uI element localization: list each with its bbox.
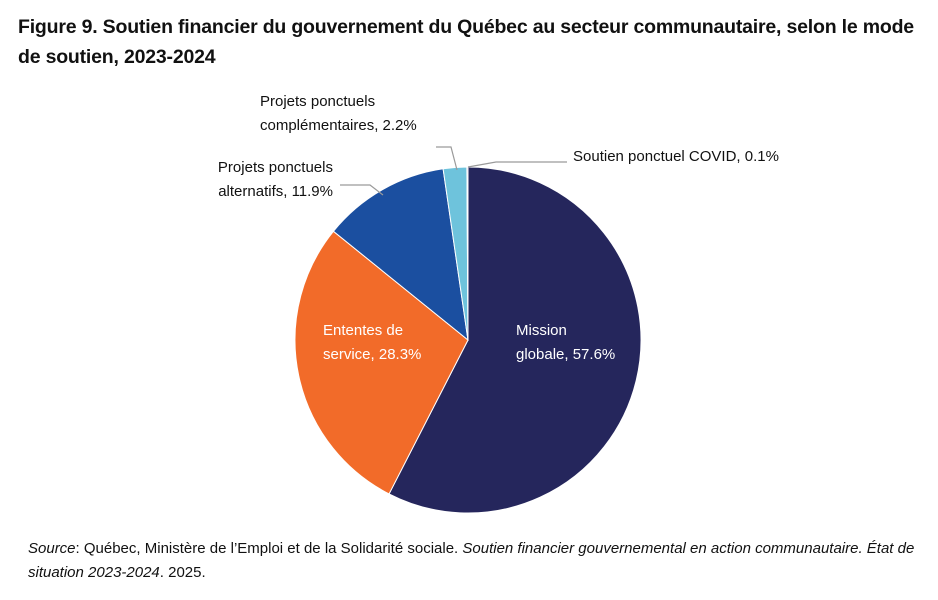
slice-label: Projets ponctuels alternatifs, 11.9%	[218, 159, 333, 200]
source-text: : Québec, Ministère de l’Emploi et de la…	[75, 540, 463, 557]
source-end: . 2025.	[159, 564, 206, 581]
slice-label: Soutien ponctuel COVID, 0.1%	[573, 148, 779, 165]
pie-slice-soutien-ponctuel-covid	[466, 166, 469, 341]
source-note: Source: Québec, Ministère de l’Emploi et…	[28, 537, 918, 585]
pie-slice-projets-ponctuels-alternatifs	[332, 168, 469, 342]
source-label: Source	[28, 540, 76, 557]
leader-line	[340, 184, 384, 196]
leader-line	[436, 146, 458, 171]
chart-title: Figure 9. Soutien financier du gouvernem…	[18, 16, 914, 68]
pie-slice-ententes-de-service	[294, 230, 469, 495]
pie-slice-mission-globale	[388, 166, 642, 514]
slice-label: Projets ponctuels complémentaires, 2.2%	[260, 93, 417, 134]
source-title: Soutien financier gouvernemental en acti…	[28, 540, 915, 581]
slice-label: Mission globale, 57.6%	[516, 322, 615, 363]
leader-line	[467, 161, 567, 168]
slice-label: Ententes de service, 28.3%	[323, 322, 421, 363]
